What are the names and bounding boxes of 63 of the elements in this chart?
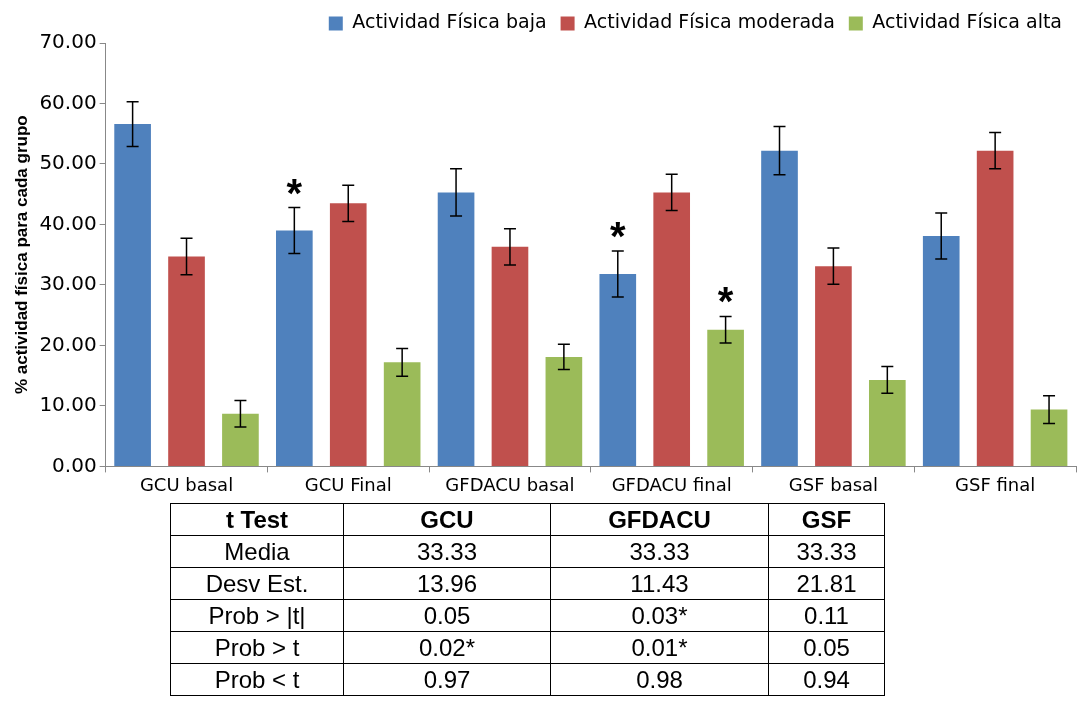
annotation: *: [717, 279, 734, 324]
x-tick-label: GCU Final: [304, 473, 392, 495]
annotation: *: [286, 170, 303, 215]
y-tick-label: 40.00: [39, 210, 97, 235]
y-tick-label: 30.00: [39, 271, 97, 296]
text: 21.81: [768, 567, 885, 600]
bar: [761, 150, 798, 466]
y-axis-title: % actividad física para cada grupo: [11, 115, 31, 395]
text: t Test: [170, 503, 344, 536]
bar: [868, 379, 906, 466]
x-tick-label: GFDACU final: [611, 473, 732, 495]
x-tick-label: GFDACU basal: [445, 473, 575, 495]
text: 0.02*: [343, 631, 551, 664]
bar: [168, 256, 205, 466]
legend-label: Actividad Física alta: [872, 10, 1063, 33]
x-tick-label: GCU basal: [139, 473, 234, 495]
text: 33.33: [768, 535, 885, 568]
y-tick-label: 60.00: [39, 89, 97, 114]
text: 11.43: [550, 567, 769, 600]
bar: [1030, 409, 1068, 466]
text: Prob < t: [170, 663, 344, 696]
y-tick-label: 70.00: [39, 29, 97, 54]
annotation: *: [609, 214, 626, 259]
text: 0.94: [768, 663, 885, 696]
text: GSF: [768, 503, 885, 536]
bar: [491, 246, 529, 466]
bar: [329, 203, 367, 466]
bar: [114, 124, 151, 466]
legend-label: Actividad Física baja: [352, 10, 547, 33]
text: 0.03*: [550, 599, 769, 632]
y-tick-label: 10.00: [39, 392, 97, 417]
text: 0.01*: [550, 631, 769, 664]
y-tick-label: 20.00: [39, 331, 97, 356]
bar: [976, 150, 1014, 466]
text: 0.11: [768, 599, 885, 632]
y-tick-label: 50.00: [39, 150, 97, 175]
text: 0.97: [343, 663, 551, 696]
bar: [815, 266, 852, 466]
y-tick-label: 0.00: [52, 452, 97, 477]
bar: [707, 329, 744, 466]
text: Desv Est.: [170, 567, 344, 600]
x-tick-label: GSF basal: [788, 473, 879, 495]
bar: [545, 356, 583, 466]
text: 0.05: [343, 599, 551, 632]
text: GFDACU: [550, 503, 769, 536]
bar: [222, 413, 259, 466]
bar: [276, 230, 313, 466]
text: 33.33: [550, 535, 769, 568]
text: Prob > |t|: [170, 599, 344, 632]
text: GCU: [343, 503, 551, 536]
text: 33.33: [343, 535, 551, 568]
bar: [922, 235, 960, 466]
bar: [383, 362, 421, 466]
text: Prob > t: [170, 631, 344, 664]
text: Media: [170, 535, 344, 568]
text: 0.05: [768, 631, 885, 664]
x-tick-label: GSF final: [955, 473, 1036, 495]
bar: [653, 192, 691, 466]
text: 13.96: [343, 567, 551, 600]
bar: [437, 192, 475, 466]
legend-label: Actividad Física moderada: [584, 10, 835, 33]
text: 0.98: [550, 663, 769, 696]
bar: [599, 274, 637, 466]
